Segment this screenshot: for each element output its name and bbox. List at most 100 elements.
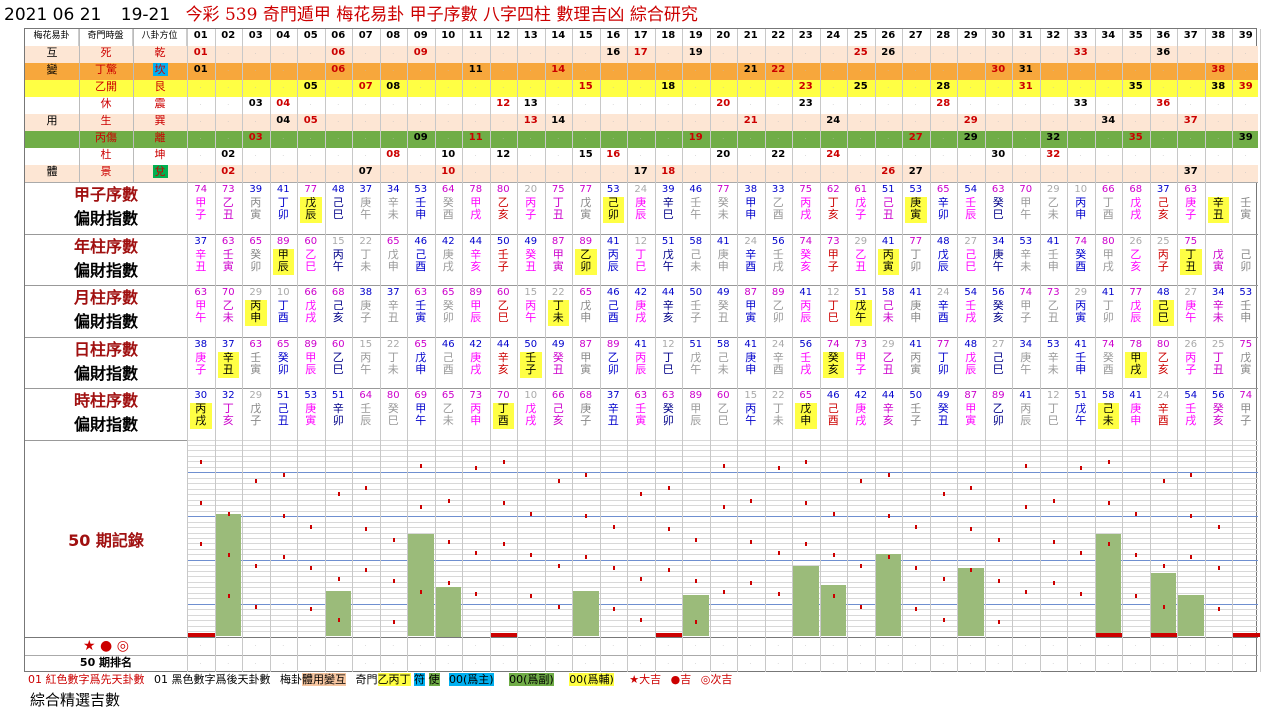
index-value: 63 [991, 184, 1005, 195]
legend-main: 00(爲主) [449, 673, 494, 686]
palace-number: . [1217, 151, 1220, 158]
history-mark [777, 591, 780, 596]
ganzhi: 辛酉 [772, 351, 784, 376]
palace-number: . [1107, 151, 1110, 158]
index-value: 78 [1129, 338, 1143, 350]
palace-number: . [1052, 168, 1055, 175]
palace-number: . [557, 49, 560, 56]
palace-number: . [887, 117, 890, 124]
ganzhi: 辛亥 [662, 300, 674, 324]
rank-cell: . [584, 658, 587, 666]
rank-cell: . [584, 640, 587, 648]
palace-number: 10 [441, 149, 456, 160]
palace-number: . [254, 117, 257, 124]
section-subtitle: 偏財指數 [73, 363, 138, 383]
index-value: 41 [716, 235, 730, 247]
index-value: 58 [881, 287, 895, 298]
ganzhi: 庚申 [910, 300, 922, 324]
ganzhi: 癸丑 [525, 248, 537, 273]
palace-number: 02 [221, 149, 236, 160]
palace-number: 09 [413, 132, 428, 143]
palace-number: . [1189, 134, 1192, 141]
grid-line [187, 631, 1258, 633]
palace-number: . [392, 49, 395, 56]
palace-number: . [612, 83, 615, 90]
grid-line [187, 488, 1258, 490]
palace-number: . [1107, 100, 1110, 107]
palace-number: . [282, 49, 285, 56]
index-value: 74 [799, 235, 813, 247]
index-value: 46 [689, 184, 703, 195]
ganzhi: 丙辰 [1020, 403, 1032, 427]
ganzhi: 甲辰 [470, 300, 482, 324]
index-value: 22 [771, 390, 785, 401]
history-mark [860, 604, 862, 609]
palace-number: 08 [386, 149, 401, 160]
index-value: 37 [386, 287, 400, 298]
ganzhi: 乙亥 [1157, 351, 1169, 376]
palace-meihua: 體 [46, 165, 58, 178]
ganzhi: 丁酉 [492, 403, 514, 429]
index-value: 74 [826, 338, 840, 350]
palace-number: . [1162, 134, 1165, 141]
index-value: 54 [964, 287, 978, 298]
index-value: 48 [331, 184, 345, 195]
index-value: 15 [744, 390, 758, 401]
grid-line [187, 538, 1258, 539]
ganzhi: 乙丑 [222, 197, 234, 221]
index-value: 27 [1184, 287, 1198, 298]
palace-number: . [667, 49, 670, 56]
palace-number: . [419, 117, 422, 124]
grid-line [544, 29, 546, 672]
legend-tiyong: 體用變互 [302, 673, 346, 686]
history-bar [875, 553, 901, 637]
palace-number: 28 [936, 81, 951, 92]
grid-line [187, 614, 1258, 616]
grid-line [187, 494, 1258, 496]
palace-number: . [1217, 49, 1220, 56]
palace-row [25, 97, 1258, 114]
index-value: 15 [359, 338, 373, 350]
ganzhi: 甲申 [745, 197, 757, 221]
palace-number: . [777, 134, 780, 141]
index-value: 24 [771, 338, 785, 350]
ganzhi: 丙戌 [800, 197, 812, 221]
index-value: 89 [304, 338, 318, 350]
column-number: 30 [991, 30, 1006, 41]
index-value: 44 [496, 338, 510, 350]
ganzhi: 壬寅 [250, 351, 262, 376]
section-subtitle: 偏財指數 [73, 312, 138, 331]
index-value: 68 [579, 390, 593, 401]
ganzhi: 己酉 [442, 351, 454, 376]
palace-number: . [199, 83, 202, 90]
palace-number: . [1189, 151, 1192, 158]
palace-number: . [997, 83, 1000, 90]
palace-number: . [419, 83, 422, 90]
history-mark [722, 589, 725, 594]
grid-line [1177, 29, 1178, 672]
palace-number: . [694, 83, 697, 90]
index-value: 75 [1239, 338, 1253, 350]
index-value: 34 [991, 235, 1005, 247]
index-value: 46 [606, 287, 620, 298]
rank-cell: . [612, 658, 615, 666]
grid-line [187, 598, 1258, 600]
palace-number: . [309, 168, 312, 175]
column-number: 04 [276, 30, 291, 41]
ganzhi: 癸亥 [992, 300, 1004, 324]
palace-number: . [337, 168, 340, 175]
history-mark [200, 500, 202, 505]
history-mark [1217, 565, 1220, 570]
palace-number: 26 [881, 47, 896, 58]
palace-number: 24 [826, 115, 841, 126]
ganzhi: 癸酉 [1102, 351, 1114, 376]
rank-cell: . [502, 658, 505, 666]
palace-number: . [612, 100, 615, 107]
rank-cell: . [914, 658, 917, 666]
ganzhi: 己巳 [992, 351, 1004, 376]
palace-number: . [694, 66, 697, 73]
section-title: 甲子序數 [73, 185, 138, 204]
ganzhi: 戊寅 [1212, 248, 1224, 273]
history-mark [1162, 563, 1165, 568]
history-mark [1135, 511, 1137, 516]
